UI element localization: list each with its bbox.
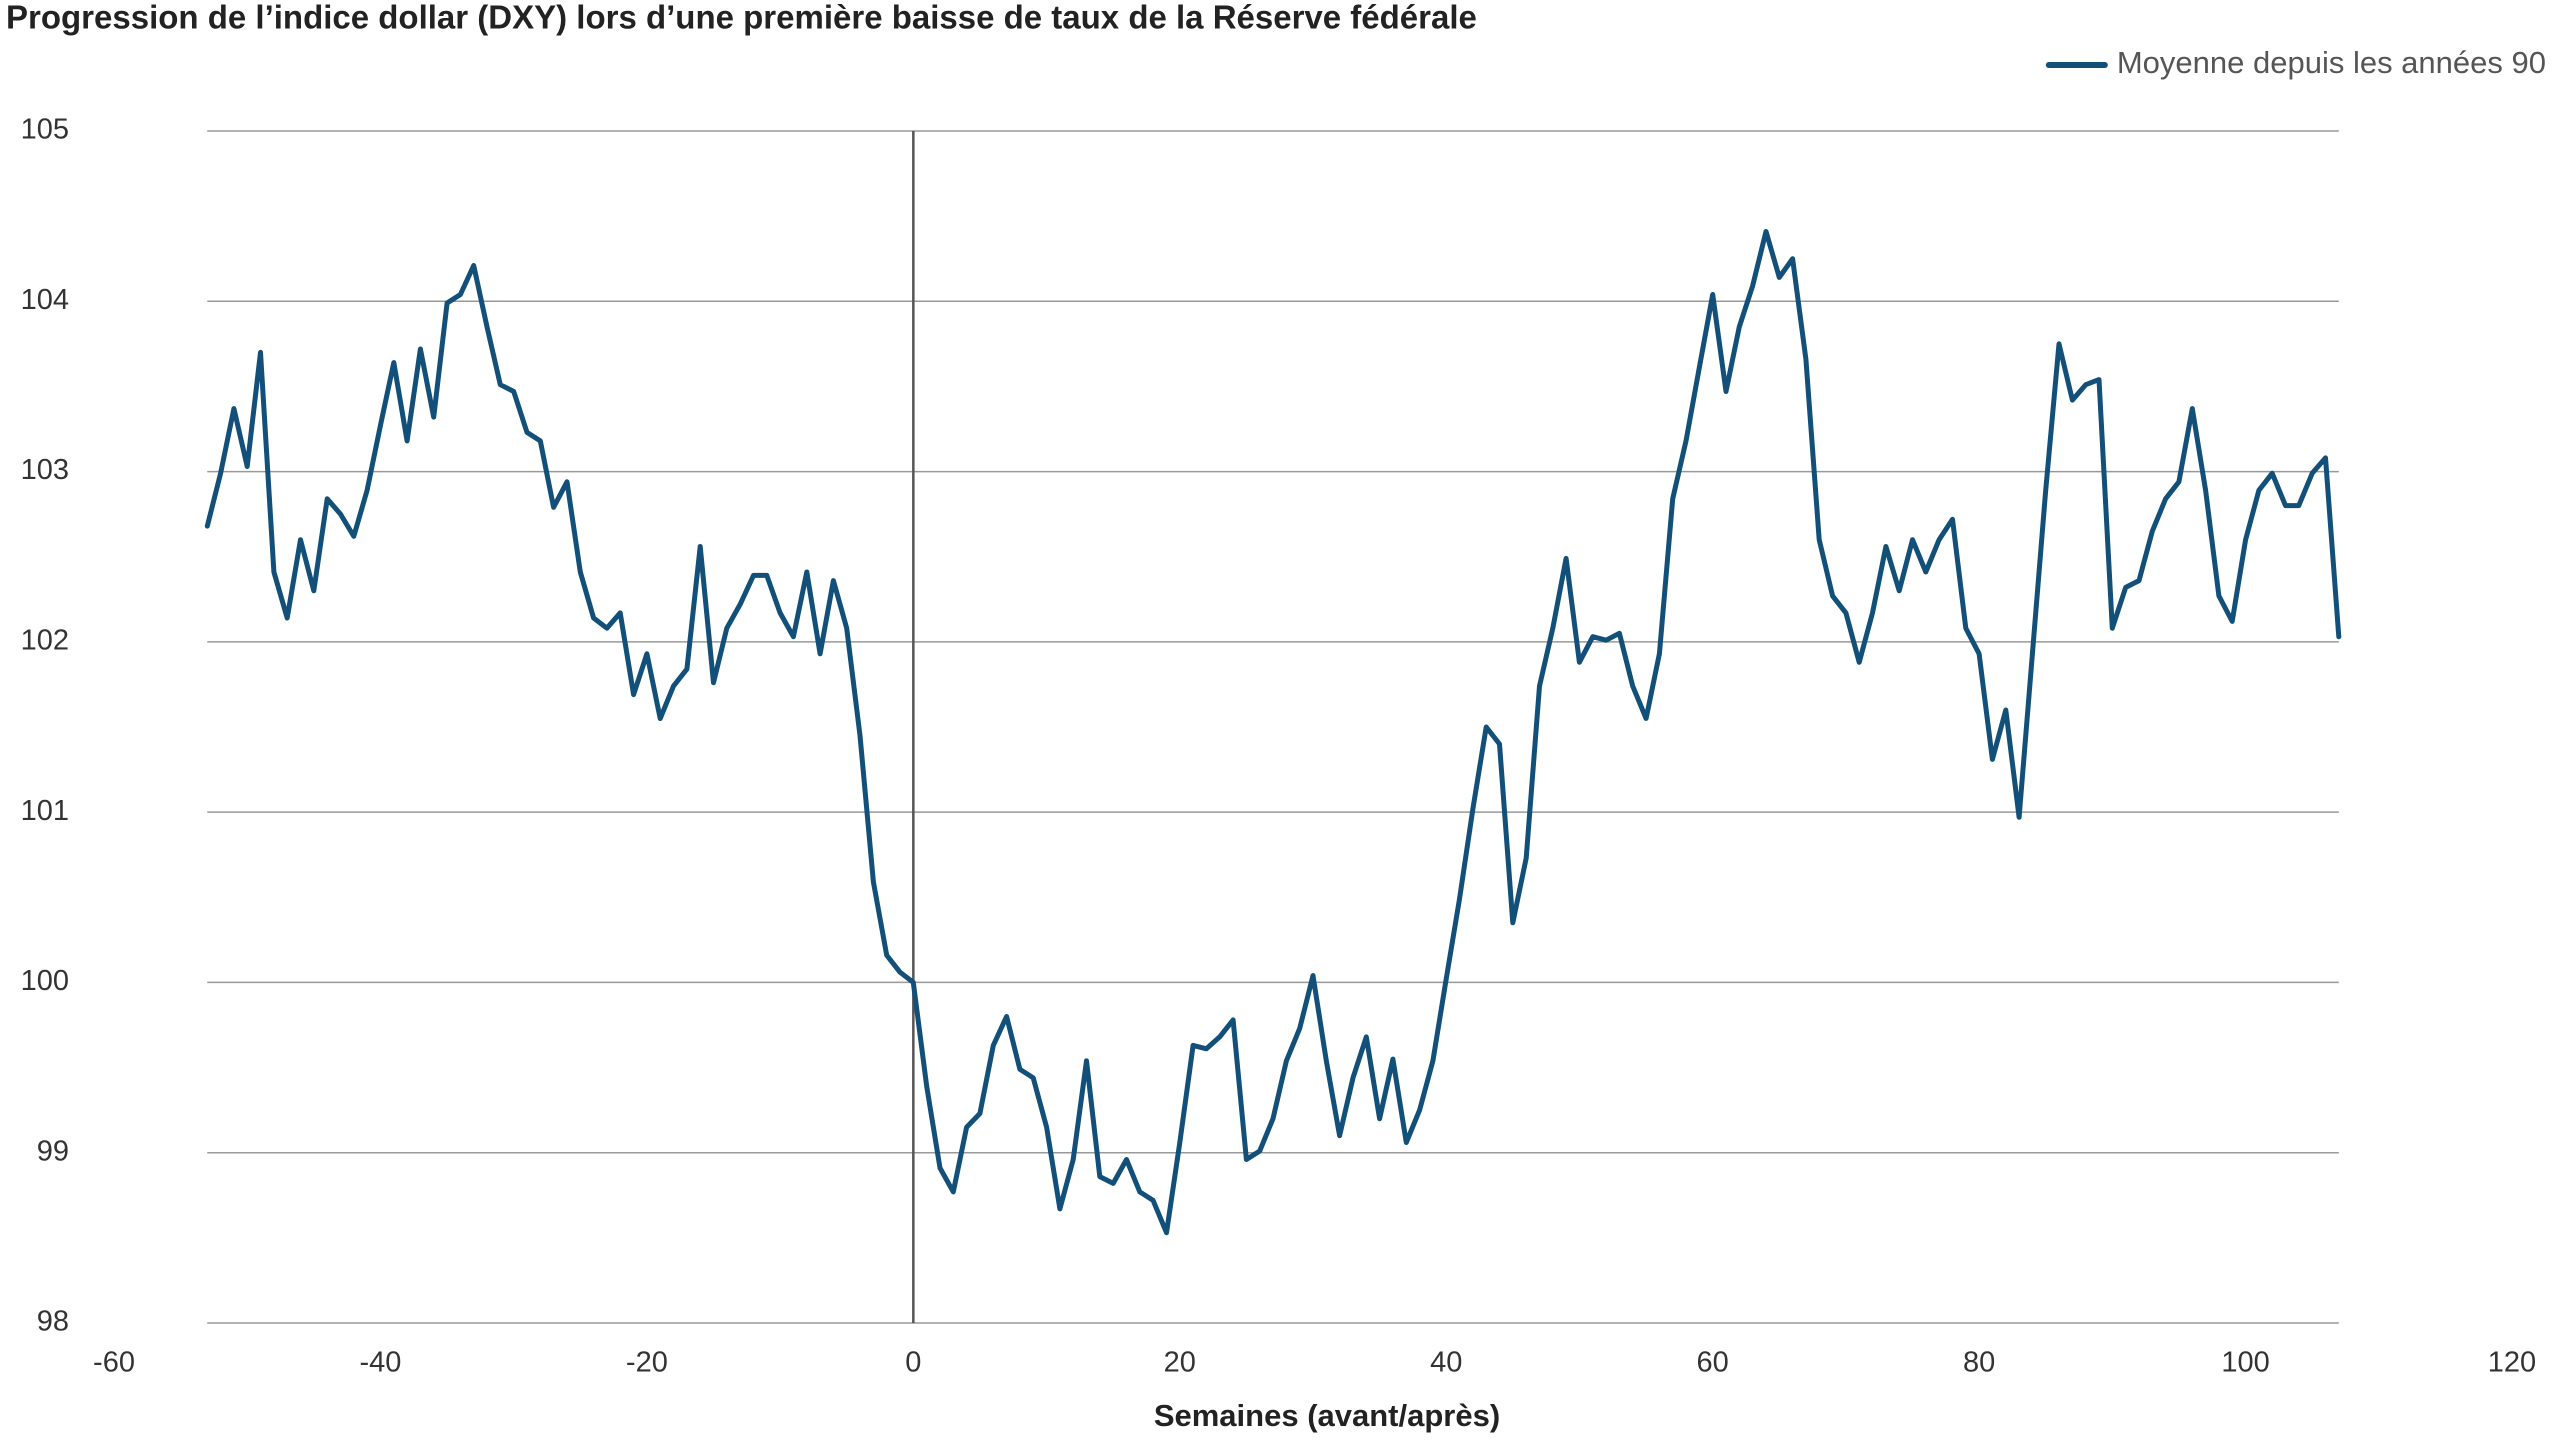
x-tick-label: 120 [2488,1347,2536,1379]
x-tick-label: 100 [2221,1347,2269,1379]
y-tick-label: 99 [37,1135,69,1167]
x-tick-label: 20 [1164,1347,1196,1379]
y-tick-label: 105 [21,114,69,146]
x-tick-label: -20 [626,1347,668,1379]
y-tick-label: 100 [21,965,69,997]
y-tick-label: 104 [21,284,69,316]
x-tick-label: 80 [1963,1347,1995,1379]
y-tick-label: 101 [21,795,69,827]
x-tick-label: 60 [1697,1347,1729,1379]
chart-title: Progression de l’indice dollar (DXY) lor… [6,0,1477,36]
series-line [204,229,2342,1236]
x-tick-label: -40 [359,1347,401,1379]
legend-label: Moyenne depuis les années 90 [2117,45,2546,80]
x-axis-title: Semaines (avant/après) [1154,1398,1500,1433]
x-tick-label: 0 [905,1347,921,1379]
x-tick-label: -60 [93,1347,135,1379]
x-tick-label: 40 [1430,1347,1462,1379]
y-tick-label: 102 [21,625,69,657]
y-tick-label: 98 [37,1306,69,1338]
y-tick-label: 103 [21,454,69,486]
